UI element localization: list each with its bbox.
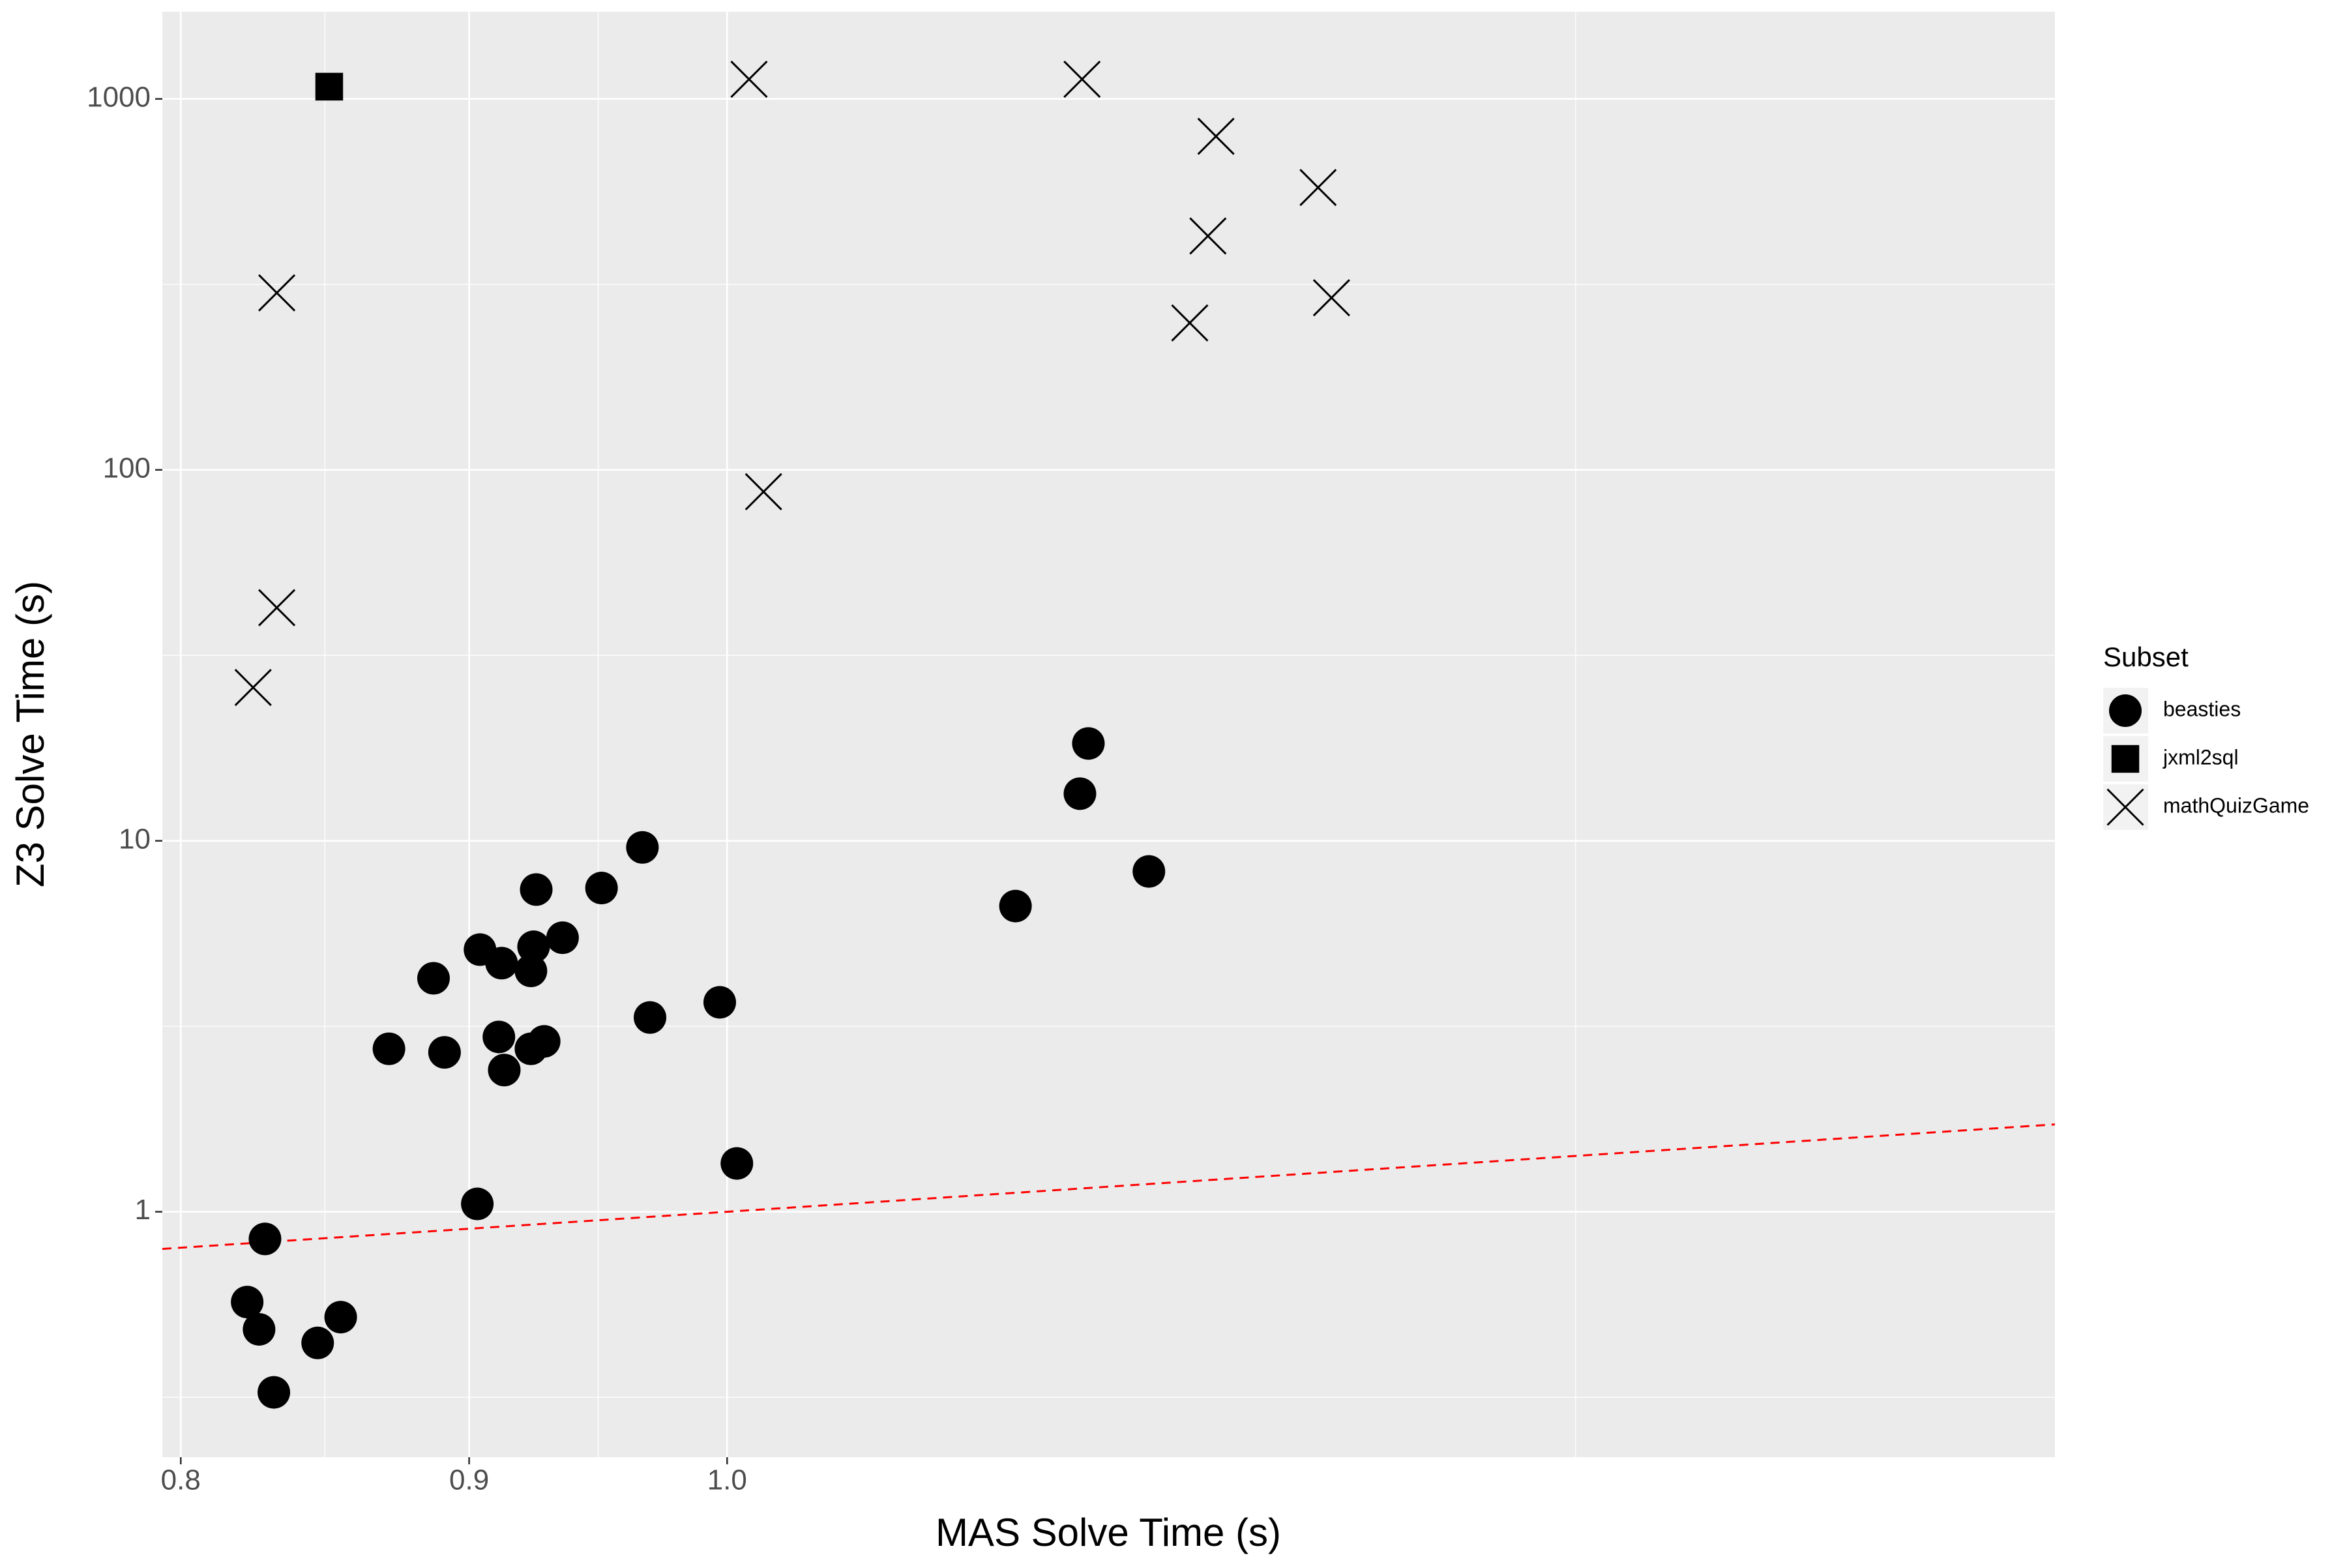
legend-title: Subset [2103,642,2189,672]
point-cross [234,668,272,707]
point-circle [634,1001,667,1034]
x-tick-label: 0.9 [449,1464,489,1496]
point-circle [546,921,579,954]
y-tick-label: 1 [135,1194,151,1226]
point-circle [258,1376,291,1409]
axes-layer: 0.8 0.9 1.0 1 10 100 1000 [87,81,747,1496]
point-circle [1132,855,1166,888]
legend-label: jxml2sql [2162,745,2239,769]
legend-symbol [2109,694,2142,727]
y-tick-label: 1000 [87,81,151,113]
legend-label: beasties [2163,697,2241,720]
y-tick-label: 10 [119,823,151,855]
point-circle [626,831,659,864]
legend-symbol [2106,788,2144,826]
point-circle [243,1312,276,1346]
point-circle [488,1054,521,1087]
legend-symbol [2111,745,2140,773]
point-circle [527,1025,561,1058]
plot-panel [162,12,2055,1457]
point-cross [745,473,782,510]
point-circle [703,986,737,1019]
point-square [315,72,344,101]
x-axis-title: MAS Solve Time (s) [936,1511,1281,1554]
point-circle [520,873,553,906]
point-circle [999,889,1032,923]
legend-label: mathQuizGame [2163,793,2309,817]
point-cross [1197,117,1235,155]
x-tick-label: 0.8 [161,1464,201,1496]
y-tick-label: 100 [103,452,151,484]
point-cross [258,274,296,312]
y-axis-title: Z3 Solve Time (s) [8,581,52,887]
point-circle [585,872,618,905]
point-cross [1189,217,1227,255]
point-circle [428,1036,461,1069]
point-circle [324,1301,357,1334]
legend: Subset beasties jxml2sql mathQuizGame [2103,642,2309,830]
point-circle [482,1020,516,1054]
point-circle [517,930,550,964]
reference-line [162,1123,2056,1250]
point-cross [1312,279,1350,317]
point-cross [1171,304,1209,342]
point-circle [720,1147,754,1180]
point-circle [417,962,450,995]
point-circle [248,1222,282,1256]
point-circle [301,1326,334,1359]
point-circle [1063,777,1097,810]
point-circle [461,1187,494,1220]
x-tick-label: 1.0 [707,1464,747,1496]
point-circle [514,954,548,988]
point-cross [258,589,296,627]
point-circle [372,1032,406,1065]
marks-layer [162,60,2056,1409]
point-cross [1063,60,1101,98]
point-circle [485,947,518,980]
point-circle [1072,727,1105,760]
point-circle [231,1286,264,1319]
point-cross [1299,169,1337,207]
point-cross [730,60,768,98]
